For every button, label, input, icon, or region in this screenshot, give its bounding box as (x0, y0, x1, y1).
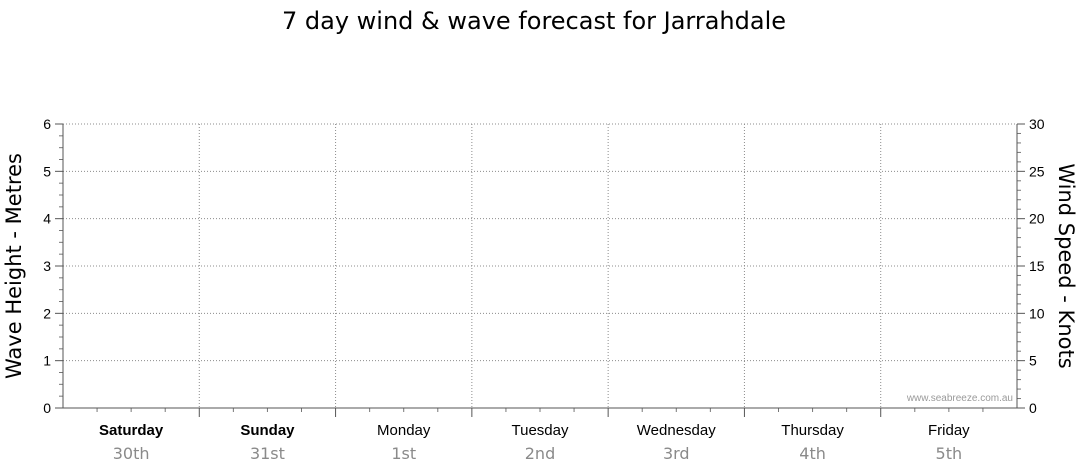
y-right-tick-label: 10 (1029, 305, 1045, 321)
y-right-tick-label: 20 (1029, 211, 1045, 227)
y-axis-left-label: Wave Height - Metres (2, 153, 26, 379)
y-left-tick-label: 0 (43, 400, 51, 416)
y-axis-right-label: Wind Speed - Knots (1054, 163, 1078, 368)
day-label: Thursday (781, 422, 844, 439)
y-right-tick-label: 0 (1029, 400, 1037, 416)
y-left-tick-label: 1 (43, 353, 51, 369)
axis-layer (55, 123, 1025, 417)
day-label: Monday (377, 422, 431, 439)
day-label: Sunday (240, 422, 295, 439)
date-label: 5th (936, 444, 963, 463)
y-left-tick-label: 6 (43, 116, 51, 132)
y-right-tick-label: 15 (1029, 258, 1045, 274)
y-right-tick-label: 25 (1029, 163, 1045, 179)
day-label: Tuesday (512, 422, 569, 439)
date-label: 4th (799, 444, 826, 463)
y-left-tick-label: 4 (43, 211, 51, 227)
y-left-tick-label: 2 (43, 305, 51, 321)
y-right-tick-label: 5 (1029, 353, 1037, 369)
date-label: 30th (113, 444, 150, 463)
day-label: Saturday (99, 422, 164, 439)
y-left-tick-label: 3 (43, 258, 51, 274)
chart-title: 7 day wind & wave forecast for Jarrahdal… (282, 7, 786, 35)
date-label: 1st (391, 444, 416, 463)
date-label: 31st (250, 444, 285, 463)
label-layer: 0 1 2 3 4 5 6 0 5 10 15 20 25 30 Saturday 30th Sunday 31s… (43, 116, 1045, 463)
watermark: www.seabreeze.com.au (906, 393, 1013, 404)
day-label: Friday (928, 422, 970, 439)
date-label: 3rd (663, 444, 690, 463)
y-right-tick-label: 30 (1029, 116, 1045, 132)
grid-layer (63, 123, 1017, 408)
y-left-tick-label: 5 (43, 163, 51, 179)
date-label: 2nd (525, 444, 555, 463)
day-label: Wednesday (637, 422, 716, 439)
